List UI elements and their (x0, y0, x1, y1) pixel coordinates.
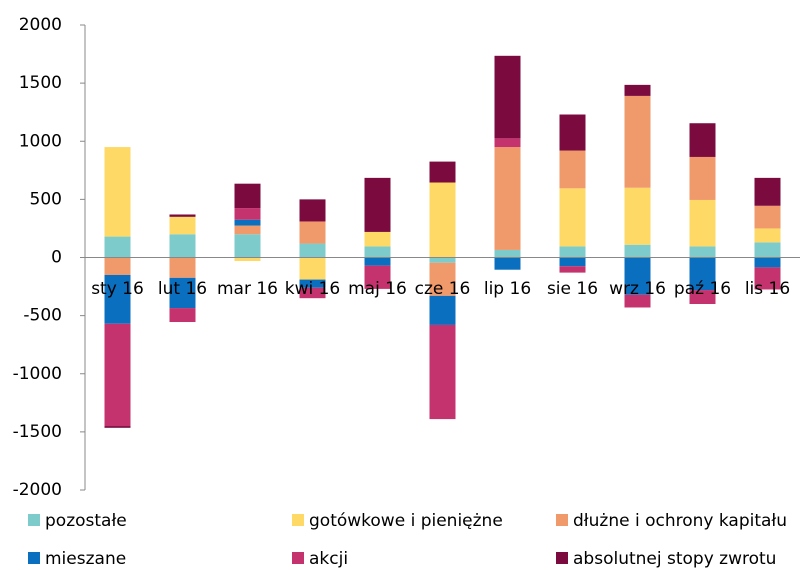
bar-segment (104, 426, 131, 428)
bar-segment (299, 279, 326, 288)
legend-swatch (28, 552, 40, 564)
x-tick-label: maj 16 (348, 279, 407, 299)
bar-segment (559, 246, 586, 258)
bar-segment (689, 156, 716, 200)
bar-segment (429, 161, 456, 183)
bar-segment (689, 246, 716, 258)
legend-label: absolutnej stopy zwrotu (573, 549, 776, 569)
bar-segment (234, 208, 261, 220)
bar-segment (754, 228, 781, 243)
x-tick-label: mar 16 (217, 279, 278, 299)
legend-swatch (556, 514, 568, 526)
bar-segment (104, 274, 131, 324)
x-tick-label: wrz 16 (609, 279, 666, 299)
y-tick-label: -2000 (13, 480, 62, 500)
bar-segment (169, 277, 196, 309)
bar-segment (299, 257, 326, 280)
bar-segment (624, 95, 651, 188)
legend-swatch (28, 514, 40, 526)
legend-swatch (292, 514, 304, 526)
y-tick-label: 1500 (19, 73, 62, 93)
bar-segment (494, 249, 521, 258)
bar-segment (754, 177, 781, 206)
bar-segment (689, 123, 716, 157)
x-tick-label: lut 16 (158, 279, 207, 299)
bar-segment (559, 257, 586, 267)
bar-segment (494, 147, 521, 250)
bar-segment (754, 267, 781, 290)
bar-segment (624, 257, 651, 295)
y-tick-label: 500 (30, 189, 62, 209)
bar-segment (299, 287, 326, 299)
x-tick-label: cze 16 (415, 279, 471, 299)
bar-segment (364, 177, 391, 232)
legend-swatch (556, 552, 568, 564)
bar-segment (234, 234, 261, 258)
x-tick-label: lis 16 (745, 279, 790, 299)
bar-segment (624, 294, 651, 308)
x-tick-label: lip 16 (484, 279, 531, 299)
bar-segment (624, 84, 651, 96)
bar-segment (299, 243, 326, 258)
bar-segment (624, 244, 651, 258)
x-tick-label: paź 16 (674, 279, 731, 299)
bar-segment (559, 266, 586, 273)
bar-segment (494, 138, 521, 148)
bar-segment (494, 55, 521, 139)
bar-segment (754, 205, 781, 229)
bar-segment (559, 114, 586, 151)
bar-segment (689, 199, 716, 247)
bar-segment (169, 308, 196, 323)
bar-segment (104, 257, 131, 275)
bar-segment (234, 183, 261, 209)
bar-segment (234, 219, 261, 226)
legend-label: pozostałe (45, 511, 127, 531)
bar-segment (104, 323, 131, 427)
bar-segment (689, 290, 716, 304)
bar-segment (169, 234, 196, 258)
legend-swatch (292, 552, 304, 564)
bar-segment (429, 182, 456, 258)
bar-segment (429, 262, 456, 296)
bar-segment (429, 295, 456, 325)
bar-segment (559, 150, 586, 189)
x-tick-label: kwi 16 (285, 279, 341, 299)
legend-label: gotówkowe i pieniężne (309, 511, 503, 531)
y-tick-label: -1500 (13, 422, 62, 442)
y-tick-label: 0 (51, 248, 62, 268)
legend-label: mieszane (45, 549, 126, 569)
bar-segment (689, 257, 716, 291)
x-tick-label: sty 16 (91, 279, 144, 299)
bar-segment (169, 214, 196, 217)
bar-segment (364, 231, 391, 247)
bar-segment (104, 147, 131, 237)
x-tick-label: sie 16 (547, 279, 598, 299)
bar-segment (234, 225, 261, 235)
bar-segment (429, 324, 456, 420)
y-tick-label: 2000 (19, 15, 62, 35)
legend-label: akcji (309, 549, 348, 569)
y-tick-label: -500 (23, 306, 62, 326)
bar-segment (624, 187, 651, 245)
y-tick-label: 1000 (19, 131, 62, 151)
bar-segment (754, 257, 781, 268)
bar-segment (299, 199, 326, 222)
bar-segment (169, 257, 196, 278)
y-tick-label: -1000 (13, 364, 62, 384)
bar-segment (299, 221, 326, 244)
bar-segment (429, 257, 456, 263)
bar-segment (169, 216, 196, 235)
legend-label: dłużne i ochrony kapitału (573, 511, 787, 531)
bar-segment (364, 265, 391, 289)
bar-segment (559, 188, 586, 247)
bar-segment (754, 242, 781, 258)
bar-segment (364, 257, 391, 266)
bar-segment (234, 257, 261, 261)
bar-segment (364, 246, 391, 258)
bar-segment (494, 257, 521, 270)
bar-segment (104, 236, 131, 258)
